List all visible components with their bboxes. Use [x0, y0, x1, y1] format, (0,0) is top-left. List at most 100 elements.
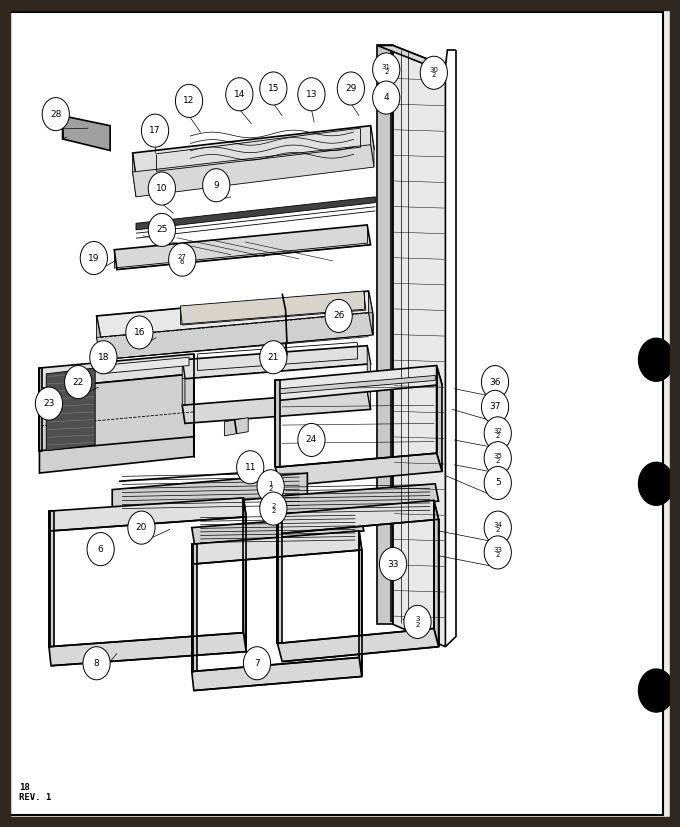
Text: 10: 10: [156, 184, 167, 193]
Circle shape: [243, 647, 271, 680]
Circle shape: [260, 341, 287, 374]
Polygon shape: [39, 368, 42, 451]
Bar: [0, 0, 680, 10]
Text: 28: 28: [50, 110, 61, 118]
Text: 35
2: 35 2: [493, 452, 503, 464]
Text: 13: 13: [306, 90, 317, 98]
Circle shape: [35, 387, 63, 420]
Circle shape: [325, 299, 352, 332]
Polygon shape: [434, 500, 439, 647]
Text: 2
2: 2 2: [271, 503, 275, 514]
Polygon shape: [133, 145, 374, 197]
Circle shape: [260, 492, 287, 525]
Polygon shape: [224, 418, 248, 436]
Circle shape: [298, 423, 325, 457]
Text: 25: 25: [156, 226, 167, 234]
Text: 27
6: 27 6: [177, 254, 187, 265]
Bar: [0, 0, 10, 827]
Polygon shape: [277, 514, 282, 643]
Text: 5: 5: [495, 479, 500, 487]
Circle shape: [141, 114, 169, 147]
Text: 18
REV. 1: 18 REV. 1: [19, 782, 51, 802]
Text: 36: 36: [490, 378, 500, 386]
Text: 18: 18: [98, 353, 109, 361]
Polygon shape: [277, 629, 439, 662]
Text: 12: 12: [184, 97, 194, 105]
Circle shape: [639, 669, 674, 712]
Polygon shape: [192, 514, 364, 544]
Polygon shape: [49, 511, 54, 647]
Polygon shape: [114, 225, 371, 270]
Text: 21: 21: [268, 353, 279, 361]
Polygon shape: [192, 531, 362, 564]
Polygon shape: [192, 657, 362, 691]
Polygon shape: [182, 360, 185, 423]
Text: 33
2: 33 2: [493, 547, 503, 558]
Circle shape: [639, 338, 674, 381]
Polygon shape: [46, 368, 95, 451]
Polygon shape: [97, 313, 373, 360]
Polygon shape: [359, 531, 362, 676]
Text: 30
2: 30 2: [429, 67, 439, 79]
Text: 7: 7: [254, 659, 260, 667]
Circle shape: [639, 462, 674, 505]
Text: 31
2: 31 2: [381, 64, 391, 75]
Circle shape: [484, 417, 511, 450]
Circle shape: [80, 241, 107, 275]
Polygon shape: [371, 126, 374, 167]
Text: 6: 6: [98, 545, 103, 553]
Text: 15: 15: [268, 84, 279, 93]
Bar: [670, 0, 680, 827]
Polygon shape: [182, 390, 371, 423]
Circle shape: [420, 56, 447, 89]
Text: 20: 20: [136, 523, 147, 532]
Text: 17: 17: [150, 127, 160, 135]
Text: 8: 8: [94, 659, 99, 667]
Text: 32
2: 32 2: [493, 428, 503, 439]
Text: 33: 33: [388, 560, 398, 568]
Circle shape: [148, 213, 175, 246]
Circle shape: [379, 547, 407, 581]
Text: 26: 26: [333, 312, 344, 320]
Circle shape: [148, 172, 175, 205]
Polygon shape: [280, 375, 435, 394]
Polygon shape: [133, 153, 136, 197]
Text: 4: 4: [384, 93, 389, 102]
Circle shape: [484, 442, 511, 475]
Text: 29: 29: [345, 84, 356, 93]
Polygon shape: [133, 126, 374, 178]
Polygon shape: [97, 316, 101, 360]
Circle shape: [337, 72, 364, 105]
Text: 16: 16: [134, 328, 145, 337]
Circle shape: [90, 341, 117, 374]
Text: 34
2: 34 2: [493, 522, 503, 533]
Circle shape: [373, 81, 400, 114]
Text: 3
2: 3 2: [415, 616, 420, 628]
Polygon shape: [275, 380, 280, 467]
Polygon shape: [182, 346, 371, 379]
Text: 9: 9: [214, 181, 219, 189]
Text: 11: 11: [245, 463, 256, 471]
Polygon shape: [136, 197, 375, 230]
Polygon shape: [180, 291, 366, 325]
Circle shape: [373, 53, 400, 86]
Polygon shape: [39, 354, 194, 389]
Circle shape: [83, 647, 110, 680]
Polygon shape: [377, 45, 393, 624]
Circle shape: [126, 316, 153, 349]
Text: 24: 24: [306, 436, 317, 444]
Circle shape: [260, 72, 287, 105]
Polygon shape: [39, 374, 194, 473]
Polygon shape: [275, 366, 442, 400]
Circle shape: [203, 169, 230, 202]
Circle shape: [42, 98, 69, 131]
Circle shape: [175, 84, 203, 117]
Circle shape: [484, 536, 511, 569]
Polygon shape: [243, 498, 246, 652]
Circle shape: [481, 390, 509, 423]
Polygon shape: [97, 291, 373, 337]
Polygon shape: [393, 45, 445, 647]
Polygon shape: [49, 498, 246, 531]
Circle shape: [481, 366, 509, 399]
Polygon shape: [101, 357, 189, 374]
